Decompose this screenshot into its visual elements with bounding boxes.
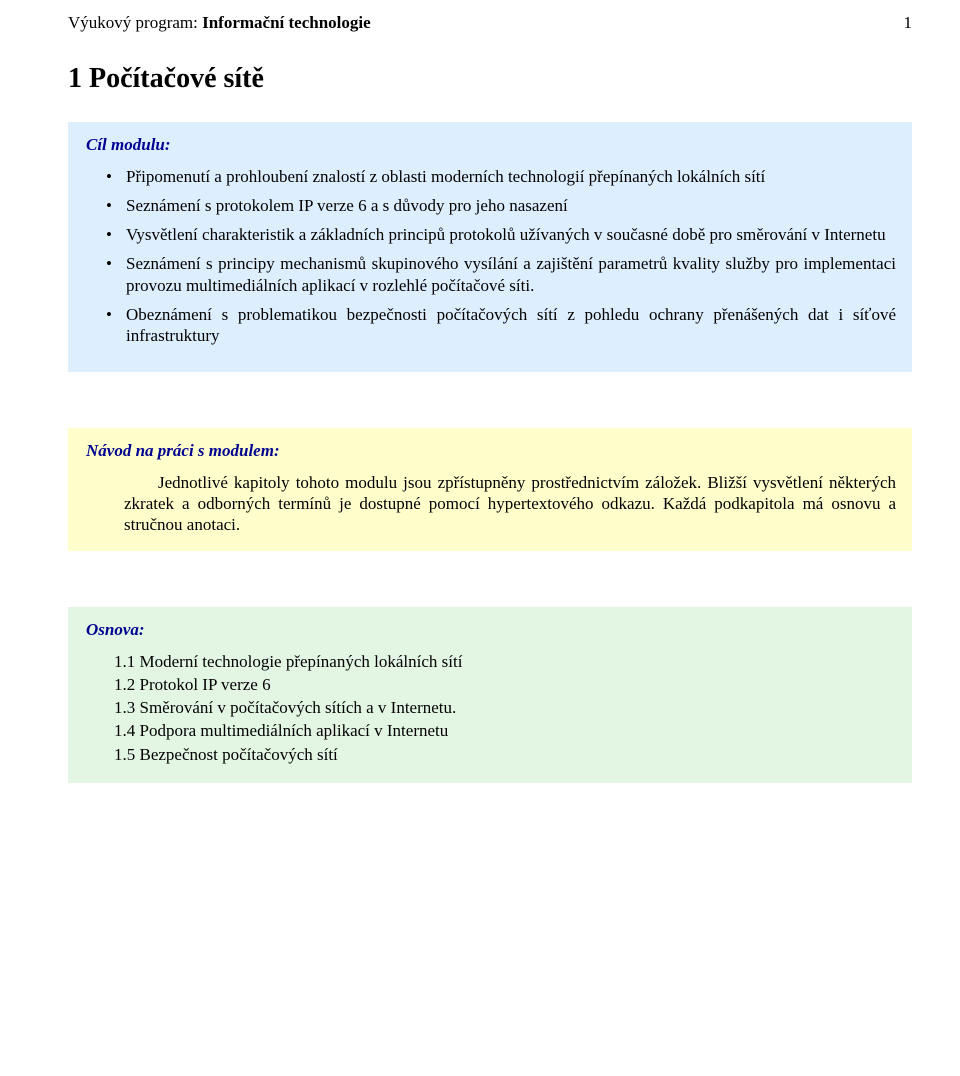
list-item: Obeznámení s problematikou bezpečnosti p… bbox=[86, 304, 896, 347]
navod-lead: Návod na práci s modulem: bbox=[86, 440, 896, 461]
cil-list: Připomenutí a prohloubení znalostí z obl… bbox=[86, 166, 896, 347]
list-item: Seznámení s protokolem IP verze 6 a s dů… bbox=[86, 195, 896, 216]
osnova-item: 1.4 Podpora multimediálních aplikací v I… bbox=[114, 720, 896, 741]
osnova-item: 1.2 Protokol IP verze 6 bbox=[114, 674, 896, 695]
cil-lead: Cíl modulu: bbox=[86, 134, 896, 155]
header-bold: Informační technologie bbox=[202, 13, 371, 32]
osnova-list: 1.1 Moderní technologie přepínaných loká… bbox=[114, 651, 896, 765]
list-item: Připomenutí a prohloubení znalostí z obl… bbox=[86, 166, 896, 187]
header-label: Výukový program: bbox=[68, 13, 198, 32]
list-item: Vysvětlení charakteristik a základních p… bbox=[86, 224, 896, 245]
osnova-item: 1.3 Směrování v počítačových sítích a v … bbox=[114, 697, 896, 718]
page-title: 1 Počítačové sítě bbox=[68, 61, 912, 96]
osnova-item: 1.5 Bezpečnost počítačových sítí bbox=[114, 744, 896, 765]
osnova-item: 1.1 Moderní technologie přepínaných loká… bbox=[114, 651, 896, 672]
osnova-box: Osnova: 1.1 Moderní technologie přepínan… bbox=[68, 607, 912, 783]
list-item: Seznámení s principy mechanismů skupinov… bbox=[86, 253, 896, 296]
page-number: 1 bbox=[904, 12, 913, 33]
osnova-lead: Osnova: bbox=[86, 619, 896, 640]
cil-box: Cíl modulu: Připomenutí a prohloubení zn… bbox=[68, 122, 912, 372]
page-header: Výukový program: Informační technologie … bbox=[68, 12, 912, 33]
header-left: Výukový program: Informační technologie bbox=[68, 12, 371, 33]
navod-body: Jednotlivé kapitoly tohoto modulu jsou z… bbox=[124, 472, 896, 536]
navod-box: Návod na práci s modulem: Jednotlivé kap… bbox=[68, 428, 912, 551]
